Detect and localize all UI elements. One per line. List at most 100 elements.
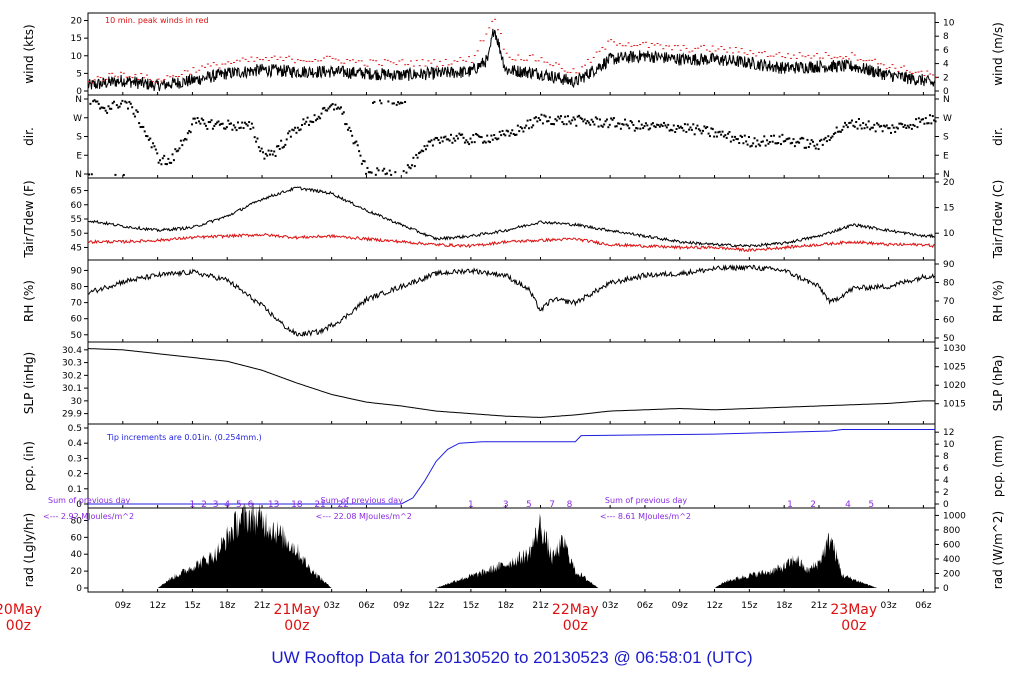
direction-point bbox=[608, 123, 611, 126]
direction-point bbox=[93, 99, 96, 102]
direction-point bbox=[913, 124, 916, 127]
direction-point bbox=[515, 133, 518, 136]
y-tick-label-right: 400 bbox=[943, 555, 960, 565]
panel-rh: 50 60 70 80 90 50 60 70 80 90 RH (%) RH (%) bbox=[22, 259, 1005, 344]
y-tick-label-left: 45 bbox=[71, 243, 82, 253]
direction-point bbox=[667, 123, 670, 126]
direction-point bbox=[214, 122, 217, 125]
direction-point bbox=[887, 127, 890, 130]
direction-point bbox=[278, 147, 281, 150]
direction-point bbox=[870, 126, 873, 129]
direction-point bbox=[731, 135, 734, 138]
direction-point bbox=[200, 117, 203, 120]
direction-point bbox=[128, 100, 131, 103]
direction-point bbox=[922, 118, 925, 121]
direction-point bbox=[631, 121, 634, 124]
direction-point bbox=[521, 127, 524, 130]
direction-point bbox=[682, 129, 685, 132]
y-tick-label-left: 5 bbox=[76, 69, 82, 79]
direction-point bbox=[675, 128, 678, 131]
direction-point bbox=[392, 102, 395, 105]
direction-point bbox=[837, 130, 840, 133]
y-tick-label-left: 0.2 bbox=[68, 470, 82, 480]
direction-point bbox=[555, 119, 558, 122]
direction-point bbox=[554, 118, 557, 121]
y-tick-label-right: 1020 bbox=[943, 381, 966, 391]
direction-point bbox=[855, 121, 858, 124]
direction-point bbox=[149, 137, 152, 140]
direction-point bbox=[728, 130, 731, 133]
direction-point bbox=[518, 130, 521, 133]
direction-point bbox=[96, 100, 99, 103]
direction-point bbox=[480, 136, 483, 139]
direction-point bbox=[834, 131, 837, 134]
direction-point bbox=[188, 130, 191, 133]
direction-point bbox=[669, 128, 672, 131]
direction-point bbox=[420, 149, 423, 152]
direction-point bbox=[437, 138, 440, 141]
direction-point bbox=[644, 122, 647, 125]
direction-point bbox=[324, 109, 327, 112]
direction-point bbox=[614, 125, 617, 128]
direction-point bbox=[626, 124, 629, 127]
direction-point bbox=[224, 127, 227, 130]
direction-point bbox=[807, 146, 810, 149]
direction-point bbox=[246, 124, 249, 127]
direction-point bbox=[316, 117, 319, 120]
x-tick-label: 06z bbox=[637, 601, 653, 611]
y-axis-title-left: dir. bbox=[22, 127, 36, 146]
y-tick-label-left: 0.5 bbox=[68, 424, 82, 434]
y-tick-label-left: 60 bbox=[71, 533, 83, 543]
direction-point bbox=[759, 144, 762, 147]
y-tick-label-right: 0 bbox=[943, 500, 949, 510]
direction-point bbox=[500, 134, 503, 137]
direction-point bbox=[878, 125, 881, 128]
direction-point bbox=[710, 127, 713, 130]
direction-point bbox=[309, 120, 312, 123]
direction-point bbox=[317, 115, 320, 118]
direction-point bbox=[507, 130, 510, 133]
direction-point bbox=[203, 122, 206, 125]
direction-point bbox=[546, 120, 549, 123]
direction-point bbox=[637, 120, 640, 123]
direction-point bbox=[908, 126, 911, 129]
direction-point bbox=[926, 122, 929, 125]
direction-point bbox=[715, 135, 718, 138]
direction-point bbox=[933, 119, 936, 122]
y-axis-title-left: wind (kts) bbox=[22, 24, 36, 83]
direction-point bbox=[809, 142, 812, 145]
x-tick-label: 03z bbox=[602, 601, 618, 611]
direction-point bbox=[852, 124, 855, 127]
direction-point bbox=[369, 171, 372, 174]
direction-point bbox=[160, 163, 163, 166]
direction-point bbox=[635, 127, 638, 130]
panel-wind: 0 5 10 15 20 0 2 4 6 8 10 wind (kts) wind (m/s) 10 mi… bbox=[22, 12, 1005, 97]
direction-point bbox=[653, 125, 656, 128]
day-time-label: 00z bbox=[841, 618, 866, 634]
direction-point bbox=[271, 153, 274, 156]
direction-point bbox=[866, 126, 869, 129]
direction-point bbox=[880, 125, 883, 128]
y-axis-title-right: wind (m/s) bbox=[991, 22, 1005, 86]
direction-point bbox=[153, 145, 156, 148]
direction-point bbox=[743, 134, 746, 137]
radiation-area-day-2 bbox=[436, 513, 599, 588]
direction-point bbox=[505, 129, 508, 132]
hour-marker-label: 3 bbox=[213, 500, 219, 510]
direction-point bbox=[220, 122, 223, 125]
direction-point bbox=[340, 106, 343, 109]
direction-point bbox=[99, 107, 102, 110]
direction-point bbox=[860, 127, 863, 130]
hour-marker-label: 5 bbox=[868, 500, 874, 510]
direction-point bbox=[416, 156, 419, 159]
direction-point bbox=[395, 103, 398, 106]
y-tick-label-right: 15 bbox=[943, 204, 954, 214]
direction-point bbox=[383, 167, 386, 170]
direction-point bbox=[548, 116, 551, 119]
direction-point bbox=[335, 107, 338, 110]
direction-point bbox=[568, 120, 571, 123]
x-tick-label: 03z bbox=[324, 601, 340, 611]
direction-point bbox=[394, 171, 397, 174]
direction-point bbox=[372, 101, 375, 104]
